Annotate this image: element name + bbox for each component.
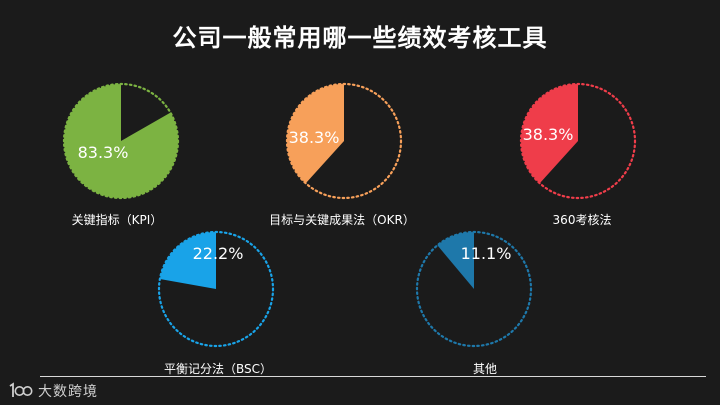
pie-slice	[159, 232, 216, 289]
pie-slice	[437, 232, 474, 289]
pie-value-label: 38.3%	[289, 128, 340, 147]
bottom-divider	[40, 376, 706, 377]
brand-logo: 大数跨境	[6, 381, 98, 401]
logo-icon	[9, 382, 33, 397]
pie-value-label: 38.3%	[523, 125, 574, 144]
pie-value-label: 22.2%	[193, 244, 244, 263]
page-title: 公司一般常用哪一些绩效考核工具	[172, 24, 548, 52]
pie-category-label: 其他	[473, 362, 497, 376]
pie-category-label: 关键指标（KPI）	[72, 212, 163, 227]
pie-slice	[520, 83, 578, 184]
pie-category-label: 平衡记分法（BSC）	[164, 362, 272, 376]
pie-value-label: 11.1%	[461, 244, 512, 263]
pie-chart-4: 22.2% 平衡记分法（BSC）	[157, 230, 275, 376]
pie-value-label: 83.3%	[78, 143, 129, 162]
pie-chart-1: 83.3% 关键指标（KPI）	[62, 82, 180, 227]
pie-category-label: 360考核法	[553, 213, 612, 227]
pie-slice	[63, 84, 178, 199]
pie-chart-2: 38.3% 目标与关键成果法（OKR）	[269, 82, 415, 227]
pie-chart-5: 11.1% 其他	[415, 230, 533, 376]
pie-category-label: 目标与关键成果法（OKR）	[269, 213, 415, 227]
pie-chart-3: 38.3% 360考核法	[519, 82, 637, 227]
pie-slice	[286, 83, 344, 184]
logo-text: 大数跨境	[38, 384, 98, 400]
